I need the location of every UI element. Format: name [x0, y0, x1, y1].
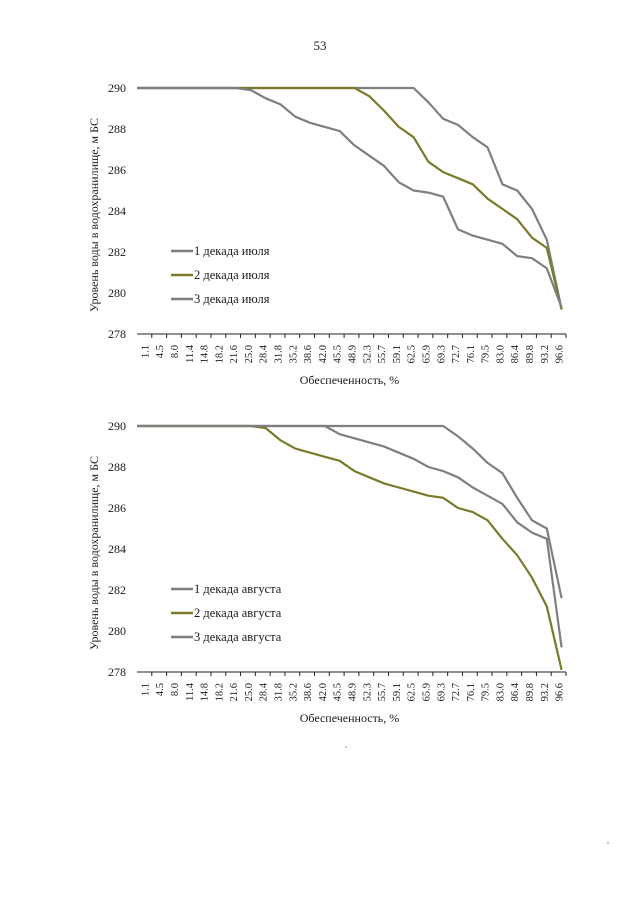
series-line-3	[137, 424, 563, 648]
x-tick-label: 76.1	[466, 345, 477, 363]
x-tick-label: 62.5	[407, 683, 418, 701]
x-tick-label: 69.3	[436, 345, 447, 363]
y-tick-label: 282	[108, 245, 126, 259]
x-tick-label: 28.4	[259, 344, 270, 363]
y-tick-label: 278	[108, 327, 126, 341]
x-axis-title: Обеспеченность, %	[300, 711, 400, 725]
x-tick-label: 48.9	[348, 683, 359, 701]
page-number: 53	[313, 38, 327, 53]
x-tick-label: 21.6	[229, 345, 240, 363]
y-tick-label: 286	[108, 163, 126, 177]
x-tick-label: 55.7	[377, 683, 388, 701]
y-axis-title: Уровень воды в водохранилище, м БС	[87, 118, 101, 312]
x-tick-label: 21.6	[229, 683, 240, 701]
x-tick-label: 4.5	[155, 683, 166, 696]
x-tick-label: 89.8	[525, 683, 536, 701]
x-tick-label: 28.4	[259, 682, 270, 701]
x-tick-label: 11.4	[185, 344, 196, 363]
x-tick-label: 45.5	[333, 345, 344, 363]
x-tick-label: 59.1	[392, 683, 403, 701]
x-tick-label: 55.7	[377, 345, 388, 363]
x-tick-label: 31.8	[274, 345, 285, 363]
x-tick-label: 31.8	[274, 683, 285, 701]
x-tick-label: 96.6	[555, 345, 566, 363]
x-tick-label: 4.5	[155, 345, 166, 358]
x-tick-label: 79.5	[481, 345, 492, 363]
x-tick-label: 14.8	[200, 683, 211, 701]
y-tick-label: 278	[108, 665, 126, 679]
x-tick-label: 42.0	[318, 345, 329, 363]
x-tick-label: 38.6	[303, 345, 314, 363]
x-tick-label: 14.8	[200, 345, 211, 363]
legend-label-3: 3 декада июля	[194, 292, 270, 306]
x-tick-label: 25.0	[244, 345, 255, 363]
x-tick-label: 72.7	[451, 683, 462, 701]
x-tick-label: 52.3	[362, 345, 373, 363]
x-tick-label: 86.4	[510, 344, 521, 363]
speck	[345, 746, 347, 748]
x-tick-label: 35.2	[288, 345, 299, 363]
y-tick-label: 282	[108, 583, 126, 597]
x-tick-label: 69.3	[436, 683, 447, 701]
x-tick-label: 18.2	[214, 683, 225, 701]
x-tick-label: 65.9	[421, 345, 432, 363]
x-tick-label: 62.5	[407, 345, 418, 363]
y-tick-label: 284	[108, 204, 126, 218]
x-tick-label: 25.0	[244, 683, 255, 701]
x-tick-label: 52.3	[362, 683, 373, 701]
x-tick-label: 83.0	[495, 345, 506, 363]
x-tick-label: 45.5	[333, 683, 344, 701]
x-tick-label: 18.2	[214, 345, 225, 363]
x-tick-label: 38.6	[303, 683, 314, 701]
y-tick-label: 284	[108, 542, 126, 556]
legend-label-1: 1 декада июля	[194, 244, 270, 258]
legend-label-1: 1 декада августа	[194, 582, 282, 596]
x-tick-label: 93.2	[540, 683, 551, 701]
x-tick-label: 35.2	[288, 683, 299, 701]
x-tick-label: 1.1	[140, 683, 151, 696]
y-axis-title: Уровень воды в водохранилище, м БС	[87, 456, 101, 650]
y-tick-label: 280	[108, 286, 126, 300]
x-tick-label: 72.7	[451, 345, 462, 363]
x-tick-label: 1.1	[140, 345, 151, 358]
chart-august: 278 280 282 284 286 288 290 1.1 4.5 8.0 11.4 14.8 18…	[87, 419, 567, 725]
x-axis-title: Обеспеченность, %	[300, 373, 400, 387]
y-tick-label: 288	[108, 122, 126, 136]
y-tick-label: 290	[108, 81, 126, 95]
legend-label-2: 2 декада июля	[194, 268, 270, 282]
x-tick-label: 65.9	[421, 683, 432, 701]
x-tick-label: 59.1	[392, 345, 403, 363]
speck	[607, 842, 609, 844]
x-tick-label: 83.0	[495, 683, 506, 701]
x-tick-label: 8.0	[170, 345, 181, 358]
y-tick-label: 290	[108, 419, 126, 433]
x-tick-label: 89.8	[525, 345, 536, 363]
x-tick-label: 86.4	[510, 682, 521, 701]
x-tick-label: 48.9	[348, 345, 359, 363]
y-tick-label: 286	[108, 501, 126, 515]
x-tick-label: 79.5	[481, 683, 492, 701]
x-tick-label: 96.6	[555, 683, 566, 701]
x-tick-label: 93.2	[540, 345, 551, 363]
series-line-3	[137, 86, 563, 308]
x-tick-label: 42.0	[318, 683, 329, 701]
legend-label-3: 3 декада августа	[194, 630, 282, 644]
chart-july: 278 280 282 284 286 288 290 1.1 4.5 8.0 11.4 14.8 18…	[87, 81, 567, 387]
y-tick-label: 288	[108, 460, 126, 474]
y-tick-label: 280	[108, 624, 126, 638]
x-tick-label: 11.4	[185, 682, 196, 701]
x-tick-label: 76.1	[466, 683, 477, 701]
legend-label-2: 2 декада августа	[194, 606, 282, 620]
x-tick-label: 8.0	[170, 683, 181, 696]
